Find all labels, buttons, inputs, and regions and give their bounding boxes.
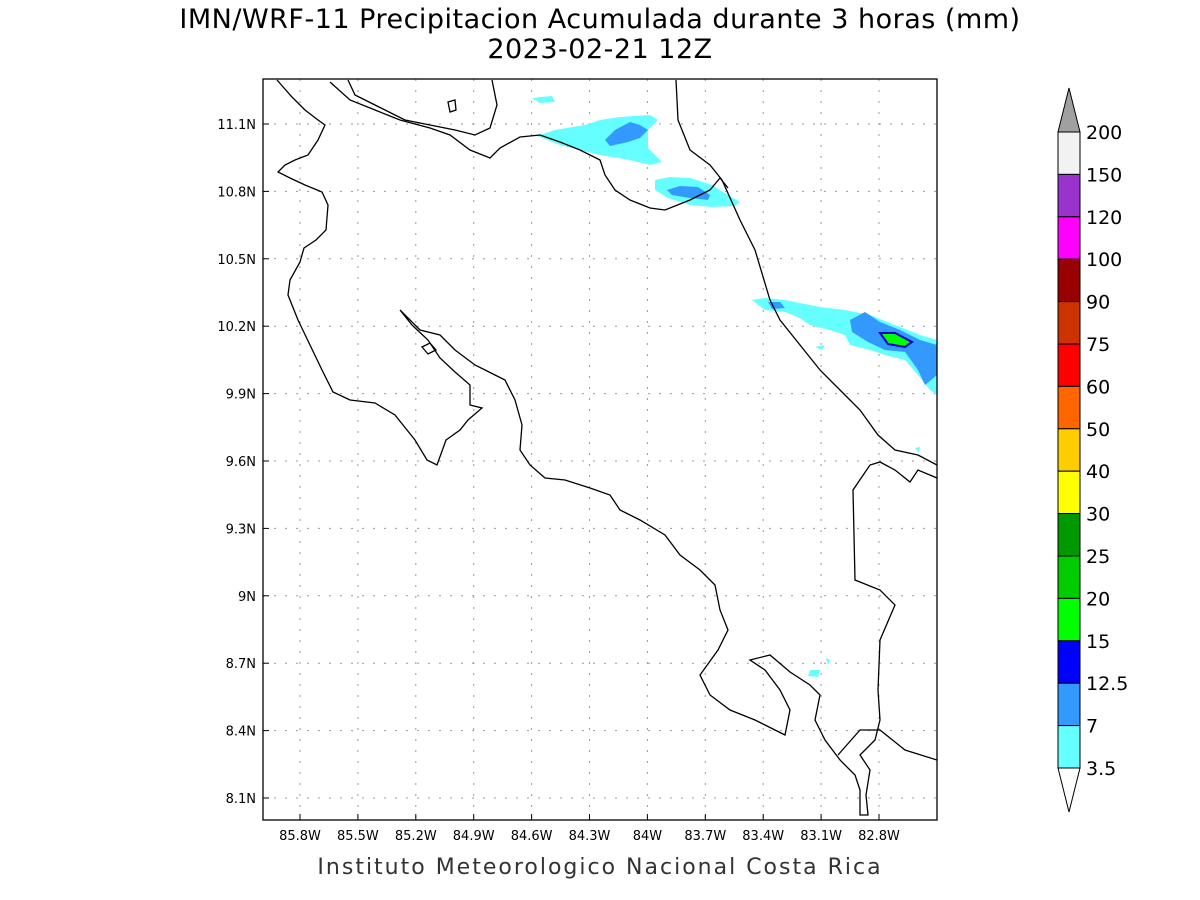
colorbar-swatch — [1057, 131, 1081, 175]
precip-3.5 — [915, 447, 920, 453]
colorbar-label: 12.5 — [1086, 673, 1128, 695]
precip-3.5 — [532, 96, 555, 103]
lat-tick-label: 10.8N — [217, 185, 256, 200]
colorbar-over-arrow — [1057, 87, 1081, 133]
colorbar-label: 50 — [1086, 419, 1110, 441]
colorbar-label: 150 — [1086, 164, 1122, 186]
lat-tick-label: 9N — [238, 590, 256, 605]
colorbar-label: 15 — [1086, 631, 1110, 653]
lat-tick-label: 8.4N — [226, 725, 256, 740]
colorbar-legend: 3.5 7 12.5 15 20 25 30 40 50 60 75 90 100 120 150 200 — [1057, 87, 1128, 813]
lon-tick-label: 83.7W — [684, 829, 726, 844]
colorbar-swatch — [1057, 216, 1081, 260]
colorbar-label: 30 — [1086, 504, 1110, 526]
lon-tick-label: 83.4W — [742, 829, 784, 844]
lon-tick-label: 84.3W — [569, 829, 611, 844]
colorbar-label: 100 — [1086, 249, 1122, 271]
lat-tick-label: 8.7N — [226, 657, 256, 672]
colorbar-label: 90 — [1086, 292, 1110, 314]
lon-tick-label: 84.9W — [453, 829, 495, 844]
colorbar-label: 3.5 — [1086, 758, 1116, 780]
colorbar-swatch — [1057, 258, 1081, 303]
colorbar-label: 75 — [1086, 334, 1110, 356]
colorbar-label: 60 — [1086, 376, 1110, 398]
colorbar-swatch — [1057, 682, 1081, 727]
lat-tick-label: 10.5N — [217, 253, 256, 268]
colorbar-swatch — [1057, 470, 1081, 515]
colorbar-swatch — [1057, 513, 1081, 557]
lon-tick-label: 85.8W — [279, 829, 321, 844]
map-frame — [262, 78, 938, 821]
colorbar-label: 120 — [1086, 207, 1122, 229]
credit-text: Instituto Meteorologico Nacional Costa R… — [317, 855, 883, 880]
precip-15 — [878, 332, 914, 349]
lon-tick-label: 85.5W — [337, 829, 379, 844]
colorbar-label: 200 — [1086, 122, 1122, 144]
map-subtitle: 2023-02-21 12Z — [487, 34, 713, 65]
colorbar-swatch — [1057, 173, 1081, 218]
lat-tick-label: 10.2N — [217, 320, 256, 335]
colorbar-swatch — [1057, 725, 1081, 769]
precip-7 — [850, 312, 937, 385]
precip-7 — [667, 186, 710, 200]
colorbar-swatch — [1057, 343, 1081, 387]
lon-tick-label: 85.2W — [395, 829, 437, 844]
lat-tick-label: 11.1N — [217, 118, 256, 133]
precip-7 — [605, 122, 648, 146]
colorbar-label: 7 — [1086, 716, 1098, 738]
map-title: IMN/WRF-11 Precipitacion Acumulada duran… — [179, 4, 1021, 35]
colorbar-swatch — [1057, 640, 1081, 684]
colorbar-under-arrow — [1057, 767, 1081, 813]
lon-tick-label: 84W — [633, 829, 663, 844]
lat-tick-label: 8.1N — [226, 792, 256, 807]
lon-tick-label: 83.1W — [800, 829, 842, 844]
colorbar-swatch — [1057, 301, 1081, 345]
precip-3.5 — [826, 658, 830, 665]
lat-tick-label: 9.9N — [226, 388, 256, 403]
coastlines — [276, 79, 937, 816]
precip-3.5 — [815, 345, 825, 350]
colorbar-label: 25 — [1086, 546, 1110, 568]
colorbar-swatch — [1057, 597, 1081, 642]
lat-tick-label: 9.3N — [226, 522, 256, 537]
colorbar-swatch — [1057, 428, 1081, 472]
precip-3.5 — [808, 670, 820, 677]
lat-tick-label: 9.6N — [226, 455, 256, 470]
grid-lines — [263, 79, 937, 820]
colorbar-swatch — [1057, 555, 1081, 599]
colorbar-swatch — [1057, 385, 1081, 430]
lon-tick-label: 82.8W — [858, 829, 900, 844]
precipitation-field — [532, 96, 937, 677]
colorbar-label: 20 — [1086, 588, 1110, 610]
lon-tick-label: 84.6W — [511, 829, 553, 844]
colorbar-label: 40 — [1086, 461, 1110, 483]
